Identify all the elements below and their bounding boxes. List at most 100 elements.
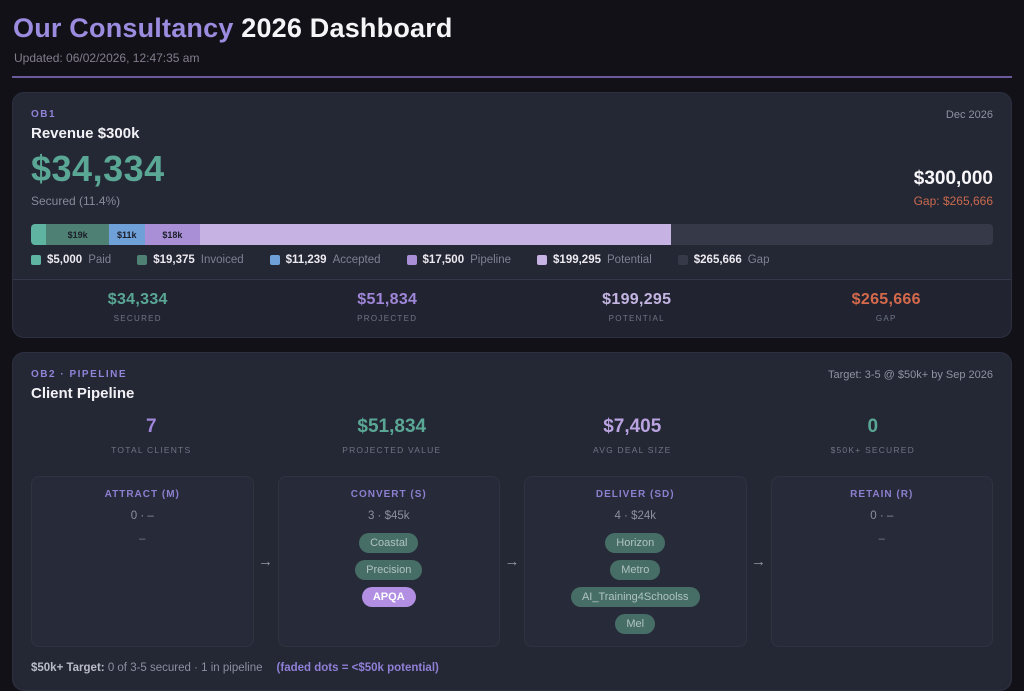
legend-name: Accepted (332, 254, 381, 266)
revenue-card-top: OB1 Revenue $300k Dec 2026 (31, 109, 993, 142)
bar-segment-accepted: $11k (108, 224, 145, 245)
pipeline-footer-lead-text: 0 of 3-5 secured · 1 in pipeline (104, 662, 263, 675)
pipeline-footer: $50k+ Target: 0 of 3-5 secured · 1 in pi… (31, 662, 993, 690)
legend-value: $17,500 (422, 254, 465, 266)
summary-projected: $51,834 PROJECTED (263, 291, 513, 323)
summary-value: $199,295 (602, 291, 672, 308)
stage-summary: 4 · $24k (614, 510, 657, 522)
pipeline-stats-row: 7 TOTAL CLIENTS $51,834 PROJECTED VALUE $7,4… (31, 416, 993, 455)
legend-swatch-paid-icon (31, 255, 41, 265)
stage-summary: 3 · $45k (367, 510, 410, 522)
client-chip-metro[interactable]: Metro (610, 560, 661, 581)
summary-label: PROJECTED (357, 314, 418, 323)
client-chip-ai-training4schoolss[interactable]: AI_Training4Schoolss (570, 587, 700, 608)
client-chip-coastal[interactable]: Coastal (359, 533, 419, 554)
summary-gap: $265,666 GAP (762, 291, 1012, 323)
secured-amount: $34,334 (31, 148, 165, 189)
legend-item-invoiced: $19,375 Invoiced (137, 254, 244, 266)
client-chip-horizon[interactable]: Horizon (605, 533, 666, 554)
ob2-tag: OB2 · PIPELINE (31, 369, 128, 380)
pipeline-footer-note: (faded dots = <$50k potential) (276, 662, 439, 675)
target-block: $300,000 Gap: $265,666 (914, 168, 993, 208)
legend-swatch-accepted-icon (269, 255, 280, 265)
header-divider (12, 76, 1012, 78)
secured-block: $34,334 Secured (11.4%) (31, 148, 165, 208)
stage-arrow-icon: → (504, 553, 520, 571)
revenue-period: Dec 2026 (945, 109, 993, 121)
stat-projected-value: $51,834 PROJECTED VALUE (272, 416, 513, 455)
legend-swatch-potential-icon (537, 255, 548, 265)
summary-value: $51,834 (357, 291, 418, 308)
legend-swatch-gap-icon (677, 255, 688, 265)
pipeline-card-title: Client Pipeline (31, 385, 135, 402)
stat-value: $7,405 (603, 416, 662, 437)
stage-arrow-icon: → (751, 553, 766, 571)
summary-label: GAP (875, 314, 897, 323)
stage-secondary: – (878, 533, 885, 545)
summary-potential: $199,295 POTENTIAL (512, 291, 762, 323)
pipeline-stages-row: ATTRACT (M) 0 · – – → CONVERT (S) 3 · $45k Coa… (31, 476, 993, 648)
legend-value: $199,295 (553, 254, 601, 266)
pipeline-card: OB2 · PIPELINE Client Pipeline Target: 3… (12, 352, 1012, 691)
stat-label: TOTAL CLIENTS (111, 445, 192, 455)
stage-card-retain-r-: RETAIN (R) 0 · – – (770, 476, 993, 648)
client-chip-apqa[interactable]: APQA (361, 587, 416, 608)
stat-value: 0 (867, 416, 879, 437)
bar-segment-potential (200, 224, 671, 245)
client-chip-precision[interactable]: Precision (355, 560, 423, 581)
bar-segment-pipeline: $18k (144, 224, 201, 245)
page-header: Our Consultancy 2026 Dashboard Updated: … (12, 13, 1012, 78)
legend-name: Gap (747, 254, 770, 266)
bar-segment-invoiced: $19k (46, 224, 109, 245)
summary-label: SECURED (113, 314, 162, 323)
legend-value: $5,000 (47, 254, 83, 266)
revenue-card-heading: OB1 Revenue $300k (31, 109, 139, 142)
legend-value: $11,239 (285, 254, 327, 266)
page-title-accent: Our Consultancy (13, 13, 234, 43)
summary-value: $265,666 (851, 291, 921, 308)
pipeline-card-top: OB2 · PIPELINE Client Pipeline Target: 3… (31, 369, 993, 402)
stat-label: $50K+ SECURED (830, 445, 915, 455)
legend-item-pipeline: $17,500 Pipeline (406, 254, 511, 266)
stage-chips: Horizon Metro AI_Training4Schoolss Mel (533, 533, 738, 635)
stat--50k-secured: 0 $50K+ SECURED (753, 416, 994, 455)
revenue-summary-row: $34,334 SECURED $51,834 PROJECTED $199,295 PO… (13, 279, 1011, 337)
pipeline-card-heading: OB2 · PIPELINE Client Pipeline (31, 369, 134, 402)
legend-name: Potential (607, 254, 652, 266)
legend-value: $19,375 (153, 254, 195, 266)
stage-name: RETAIN (R) (850, 489, 914, 500)
stage-card-deliver-sd-: DELIVER (SD) 4 · $24k Horizon Metro AI_Train… (524, 476, 747, 648)
stat-total-clients: 7 TOTAL CLIENTS (31, 416, 272, 455)
legend-item-gap: $265,666 Gap (677, 254, 770, 266)
bar-segment-paid (31, 224, 47, 245)
legend-value: $265,666 (693, 254, 742, 266)
revenue-amounts-row: $34,334 Secured (11.4%) $300,000 Gap: $2… (31, 148, 993, 208)
target-amount: $300,000 (913, 168, 993, 189)
legend-swatch-invoiced-icon (137, 255, 148, 265)
gap-label: Gap: $265,666 (913, 194, 993, 208)
stage-name: DELIVER (SD) (595, 489, 675, 500)
bar-segment-gap (670, 224, 993, 245)
stat-value: 7 (145, 416, 157, 437)
stage-name: CONVERT (S) (350, 489, 427, 500)
client-chip-mel[interactable]: Mel (615, 614, 656, 635)
pipeline-footer-lead: $50k+ Target: 0 of 3-5 secured · 1 in pi… (31, 662, 263, 674)
legend-item-accepted: $11,239 Accepted (269, 254, 381, 266)
stage-name: ATTRACT (M) (104, 489, 180, 500)
stage-summary: 0 · – (130, 510, 154, 522)
updated-timestamp: Updated: 06/02/2026, 12:47:35 am (14, 51, 200, 65)
bar-segment-label: $19k (67, 229, 88, 240)
stage-secondary: – (139, 533, 146, 545)
stat-value: $51,834 (357, 416, 427, 437)
stat-label: AVG DEAL SIZE (593, 445, 672, 455)
pipeline-footer-lead-bold: $50k+ Target: (31, 662, 105, 675)
page-title: Our Consultancy 2026 Dashboard (12, 13, 1012, 44)
pipeline-target: Target: 3-5 @ $50k+ by Sep 2026 (828, 369, 993, 381)
summary-value: $34,334 (107, 291, 168, 308)
summary-secured: $34,334 SECURED (13, 291, 263, 323)
stage-chips: Coastal Precision APQA (287, 533, 492, 608)
page-title-rest: 2026 Dashboard (233, 13, 453, 43)
stage-arrow-icon: → (258, 553, 273, 571)
legend-item-paid: $5,000 Paid (31, 254, 111, 266)
